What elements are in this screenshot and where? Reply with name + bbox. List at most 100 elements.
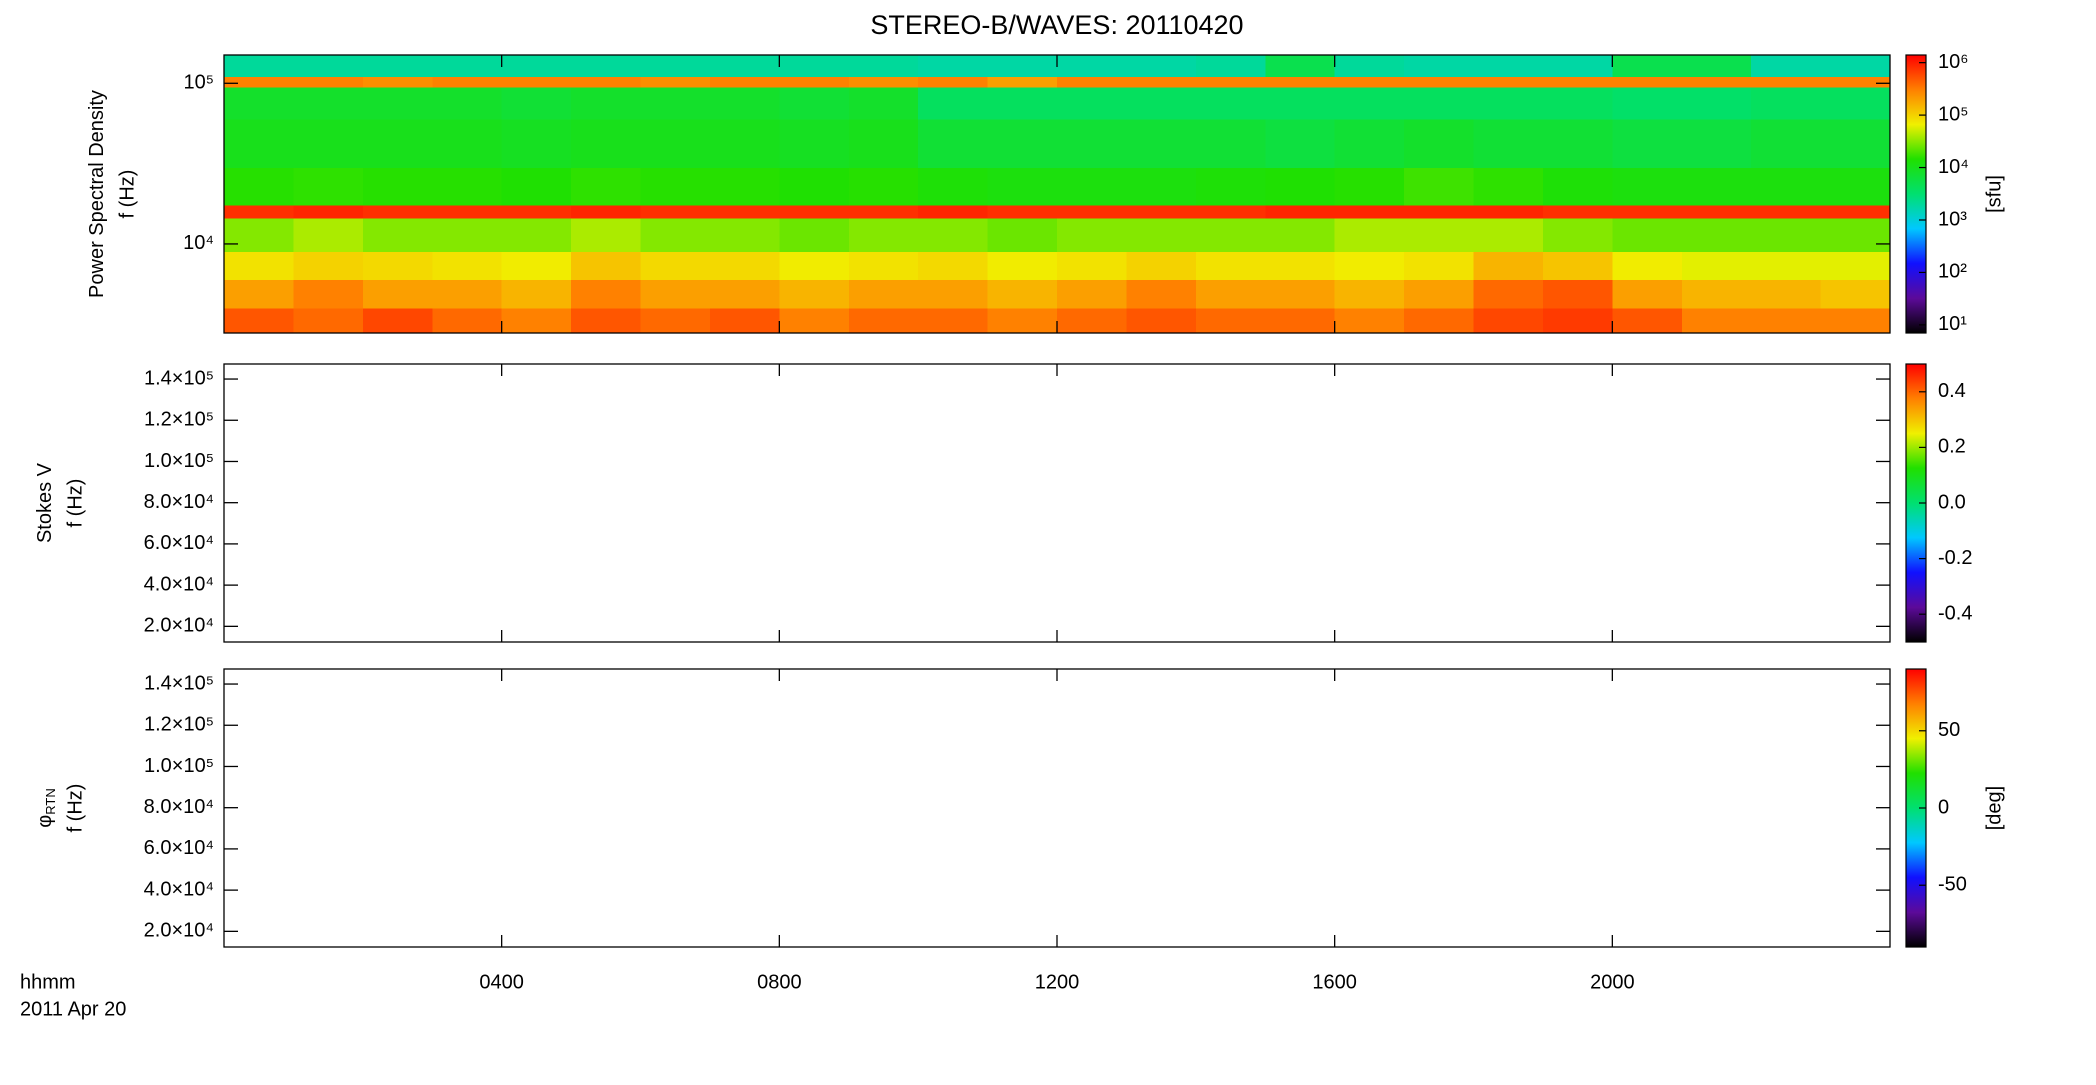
spectrogram-cell [1820,279,1891,309]
spectrogram-cell [1542,118,1613,168]
spectrogram-cell [918,55,989,78]
spectrogram-cell [709,118,780,168]
spectrogram-cell [362,204,433,219]
spectrogram-cell [432,218,503,252]
spectrogram-cell [987,279,1058,309]
x-tick-label: 2000 [1590,971,1635,993]
y-tick-label: 4.0×10⁴ [144,878,214,900]
y-tick-label: 8.0×10⁴ [144,491,214,513]
panel: 10⁴ 10⁵ Power Spectral Density f (Hz) 10¹ 10²… [86,51,2005,335]
spectrogram-cell [1334,55,1405,78]
spectrogram-cell [1334,251,1405,281]
colorbar-tick-label: -0.2 [1938,547,1972,569]
y-tick-label: 6.0×10⁴ [144,532,214,554]
spectrogram-cell [1820,55,1891,78]
y-axis-unit: f (Hz) [116,170,138,219]
spectrogram-cell [1612,167,1683,206]
chart-title: STEREO-B/WAVES: 20110420 [870,10,1243,40]
y-axis-label: φRTN [34,788,58,827]
spectrogram-cell [1195,76,1266,88]
x-tick-label: 0400 [479,971,524,993]
spectrogram-cell [224,86,294,120]
spectrogram-cell [1265,251,1336,281]
spectrogram-cell [709,218,780,252]
spectrogram-cell [848,251,919,281]
spectrogram-cell [571,118,641,168]
spectrogram-cell [1057,167,1127,206]
spectrogram-cell [918,307,989,334]
spectrogram-cell [293,167,364,206]
spectrogram-cell [224,204,294,219]
spectrogram-cell [293,86,364,120]
colorbar-tick-label: 50 [1938,719,1960,741]
spectrogram-cell [224,251,294,281]
spectrogram-cell [709,204,780,219]
spectrogram-cell [918,279,989,309]
spectrogram-cell [1542,218,1613,252]
spectrogram-cell [293,279,364,309]
y-axis-label-text: φ [34,815,56,828]
spectrogram-cell [1612,307,1683,334]
spectrogram-cell [1126,167,1197,206]
spectrogram-cell [1265,55,1336,78]
spectrogram-cell [1751,218,1822,252]
spectrogram-cell [1126,55,1197,78]
spectrogram-cell [1334,307,1405,334]
y-axis-label: Power Spectral Density [86,90,108,298]
spectrogram-cell [1751,55,1822,78]
y-axis-unit: f (Hz) [64,479,86,528]
spectrogram-cell [1195,86,1266,120]
spectrogram-cell [1404,76,1474,88]
spectrogram-cell [1334,118,1405,168]
spectrogram-cell [918,76,989,88]
spectrogram-cell [1265,218,1336,252]
plot-frame [223,363,1891,643]
spectrogram-cell [571,204,641,219]
spectrogram-cell [987,167,1058,206]
spectrogram-cell [779,251,850,281]
x-tick-label: 1600 [1312,971,1357,993]
spectrogram-cell [432,307,503,334]
spectrogram-cell [1404,86,1474,120]
spectrogram-cell [1404,279,1474,309]
spectrogram-cell [779,279,850,309]
spectrogram-cell [1334,167,1405,206]
spectrogram-cell [1404,204,1474,219]
spectrogram-cell [1751,279,1822,309]
panel: 2.0×10⁴ 4.0×10⁴ 6.0×10⁴ 8.0×10⁴ 1.0×10⁵ 1.2×1… [34,668,2005,948]
spectrogram-cell [848,167,919,206]
spectrogram-cell [501,76,572,88]
spectrogram-cell [362,279,433,309]
spectrogram-cell [501,55,572,78]
y-tick-label: 10⁴ [183,232,214,254]
spectrogram-cell [848,86,919,120]
spectrogram-cell [1334,204,1405,219]
colorbar-tick-label: 0 [1938,796,1949,818]
spectrogram-cell [571,251,641,281]
spectrogram-cell [501,218,572,252]
spectrogram-cell [362,55,433,78]
spectrogram-cell [1681,279,1752,309]
colorbar-tick-label: -50 [1938,874,1967,896]
spectrogram-cell [1681,218,1752,252]
spectrogram-cell [1751,118,1822,168]
colorbar-tick-label: 10⁴ [1938,156,1969,178]
spectrogram-cell [848,279,919,309]
spectrogram-cell [709,86,780,120]
spectrogram-cell [1195,218,1266,252]
spectrogram-cell [1404,118,1474,168]
spectrogram-cell [362,218,433,252]
spectrogram-cell [1126,218,1197,252]
y-tick-label: 1.0×10⁵ [144,755,214,777]
x-tick-label: 1200 [1035,971,1080,993]
spectrogram-cell [571,218,641,252]
spectrogram-cell [1473,279,1544,309]
spectrogram-cell [224,167,294,206]
y-tick-label: 6.0×10⁴ [144,837,214,859]
spectrogram-cell [1612,251,1683,281]
colorbar-tick-label: -0.4 [1938,602,1972,624]
spectrogram-cell [1681,204,1752,219]
spectrogram-cell [1057,218,1127,252]
spectrogram-cell [501,251,572,281]
